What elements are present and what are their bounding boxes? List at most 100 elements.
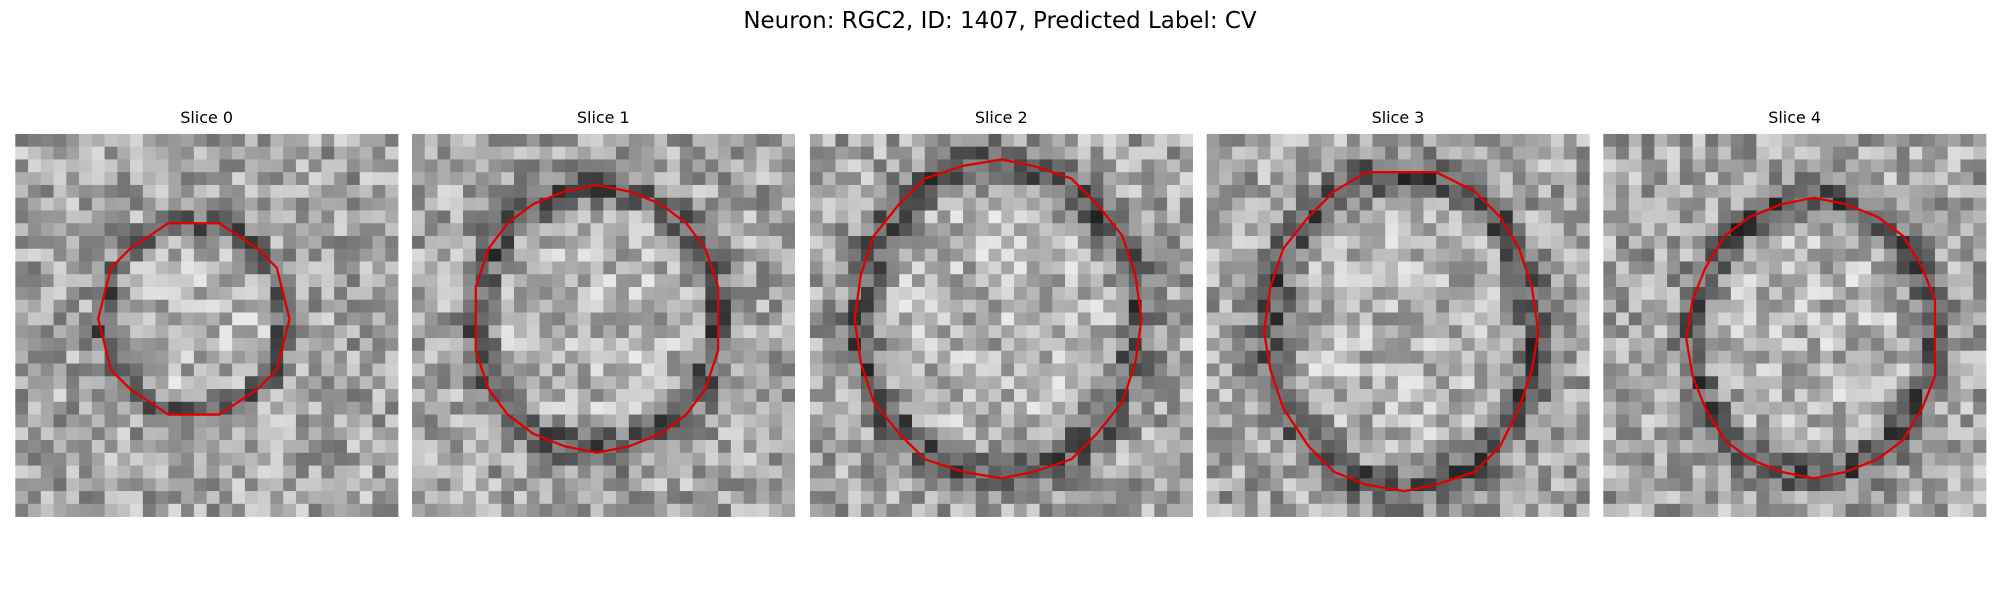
pixel (781, 452, 796, 466)
pixel (1295, 172, 1310, 186)
pixel (1346, 261, 1361, 275)
pixel (1512, 210, 1526, 224)
pixel (219, 159, 233, 173)
pixel (1461, 363, 1475, 377)
pixel (53, 223, 67, 237)
pixel (1641, 452, 1655, 466)
pixel (1014, 350, 1028, 364)
pixel (142, 146, 156, 160)
pixel (1603, 184, 1617, 199)
pixel (334, 299, 348, 313)
pixel (411, 414, 426, 428)
pixel (232, 197, 246, 211)
pixel (1346, 274, 1361, 288)
pixel (1167, 465, 1181, 479)
pixel (168, 503, 182, 517)
pixel (1090, 503, 1104, 517)
pixel (1359, 427, 1373, 441)
pixel (130, 363, 144, 377)
pixel (193, 248, 208, 262)
pixel (155, 184, 169, 199)
pixel (283, 376, 297, 390)
pixel (488, 210, 502, 224)
pixel (1077, 146, 1091, 160)
pixel (79, 133, 93, 148)
pixel (950, 491, 964, 505)
pixel (463, 414, 477, 428)
pixel (526, 261, 540, 275)
pixel (743, 274, 757, 288)
pixel (1219, 223, 1233, 237)
pixel (359, 197, 373, 211)
pixel (1781, 491, 1796, 505)
pixel (1603, 350, 1617, 364)
pixel (1167, 350, 1181, 364)
pixel (769, 210, 783, 224)
pixel (1039, 401, 1053, 415)
pixel (1679, 133, 1693, 148)
pixel (1538, 491, 1552, 505)
pixel (1257, 248, 1271, 262)
pixel (641, 389, 655, 403)
pixel (809, 325, 824, 339)
pixel (1960, 299, 1974, 313)
pixel (822, 172, 836, 186)
pixel (1603, 133, 1617, 148)
pixel (66, 414, 80, 428)
pixel (1461, 376, 1475, 390)
pixel (1743, 235, 1757, 250)
pixel (886, 363, 900, 377)
pixel (654, 465, 668, 479)
pixel (1283, 465, 1297, 479)
pixel (437, 376, 451, 390)
pixel (1628, 312, 1642, 326)
pixel (1960, 338, 1974, 352)
pixel (1448, 465, 1463, 479)
pixel (1563, 133, 1577, 148)
pixel (781, 299, 796, 313)
pixel (168, 210, 182, 224)
pixel (53, 210, 67, 224)
pixel (552, 299, 566, 313)
pixel (679, 491, 693, 505)
pixel (257, 223, 271, 237)
pixel (1103, 312, 1117, 326)
pixel (295, 299, 310, 313)
pixel (1794, 172, 1808, 186)
pixel (1001, 299, 1015, 313)
pixel (40, 389, 54, 403)
pixel (1603, 338, 1617, 352)
pixel (1730, 312, 1745, 326)
pixel (641, 299, 655, 313)
pixel (692, 248, 706, 262)
pixel (1283, 503, 1297, 517)
pixel (899, 465, 913, 479)
pixel (1858, 376, 1872, 390)
pixel (1781, 286, 1796, 301)
pixel (1551, 197, 1565, 211)
pixel (848, 159, 862, 173)
pixel (822, 389, 836, 403)
pixel (501, 235, 515, 250)
pixel (1934, 286, 1949, 301)
pixel (822, 261, 836, 275)
pixel (1934, 184, 1949, 199)
pixel (654, 389, 668, 403)
pixel (1385, 491, 1399, 505)
pixel (1283, 478, 1297, 492)
pixel (1947, 465, 1961, 479)
pixel (718, 197, 732, 211)
pixel (641, 146, 655, 160)
pixel (411, 286, 426, 301)
pixel (104, 197, 118, 211)
pixel (1667, 133, 1681, 148)
pixel (1385, 350, 1399, 364)
pixel (692, 197, 706, 211)
pixel (1179, 184, 1193, 199)
pixel (565, 350, 579, 364)
pixel (321, 427, 335, 441)
pixel (1756, 350, 1770, 364)
pixel (705, 440, 719, 454)
pixel (822, 248, 836, 262)
pixel (1128, 376, 1142, 390)
